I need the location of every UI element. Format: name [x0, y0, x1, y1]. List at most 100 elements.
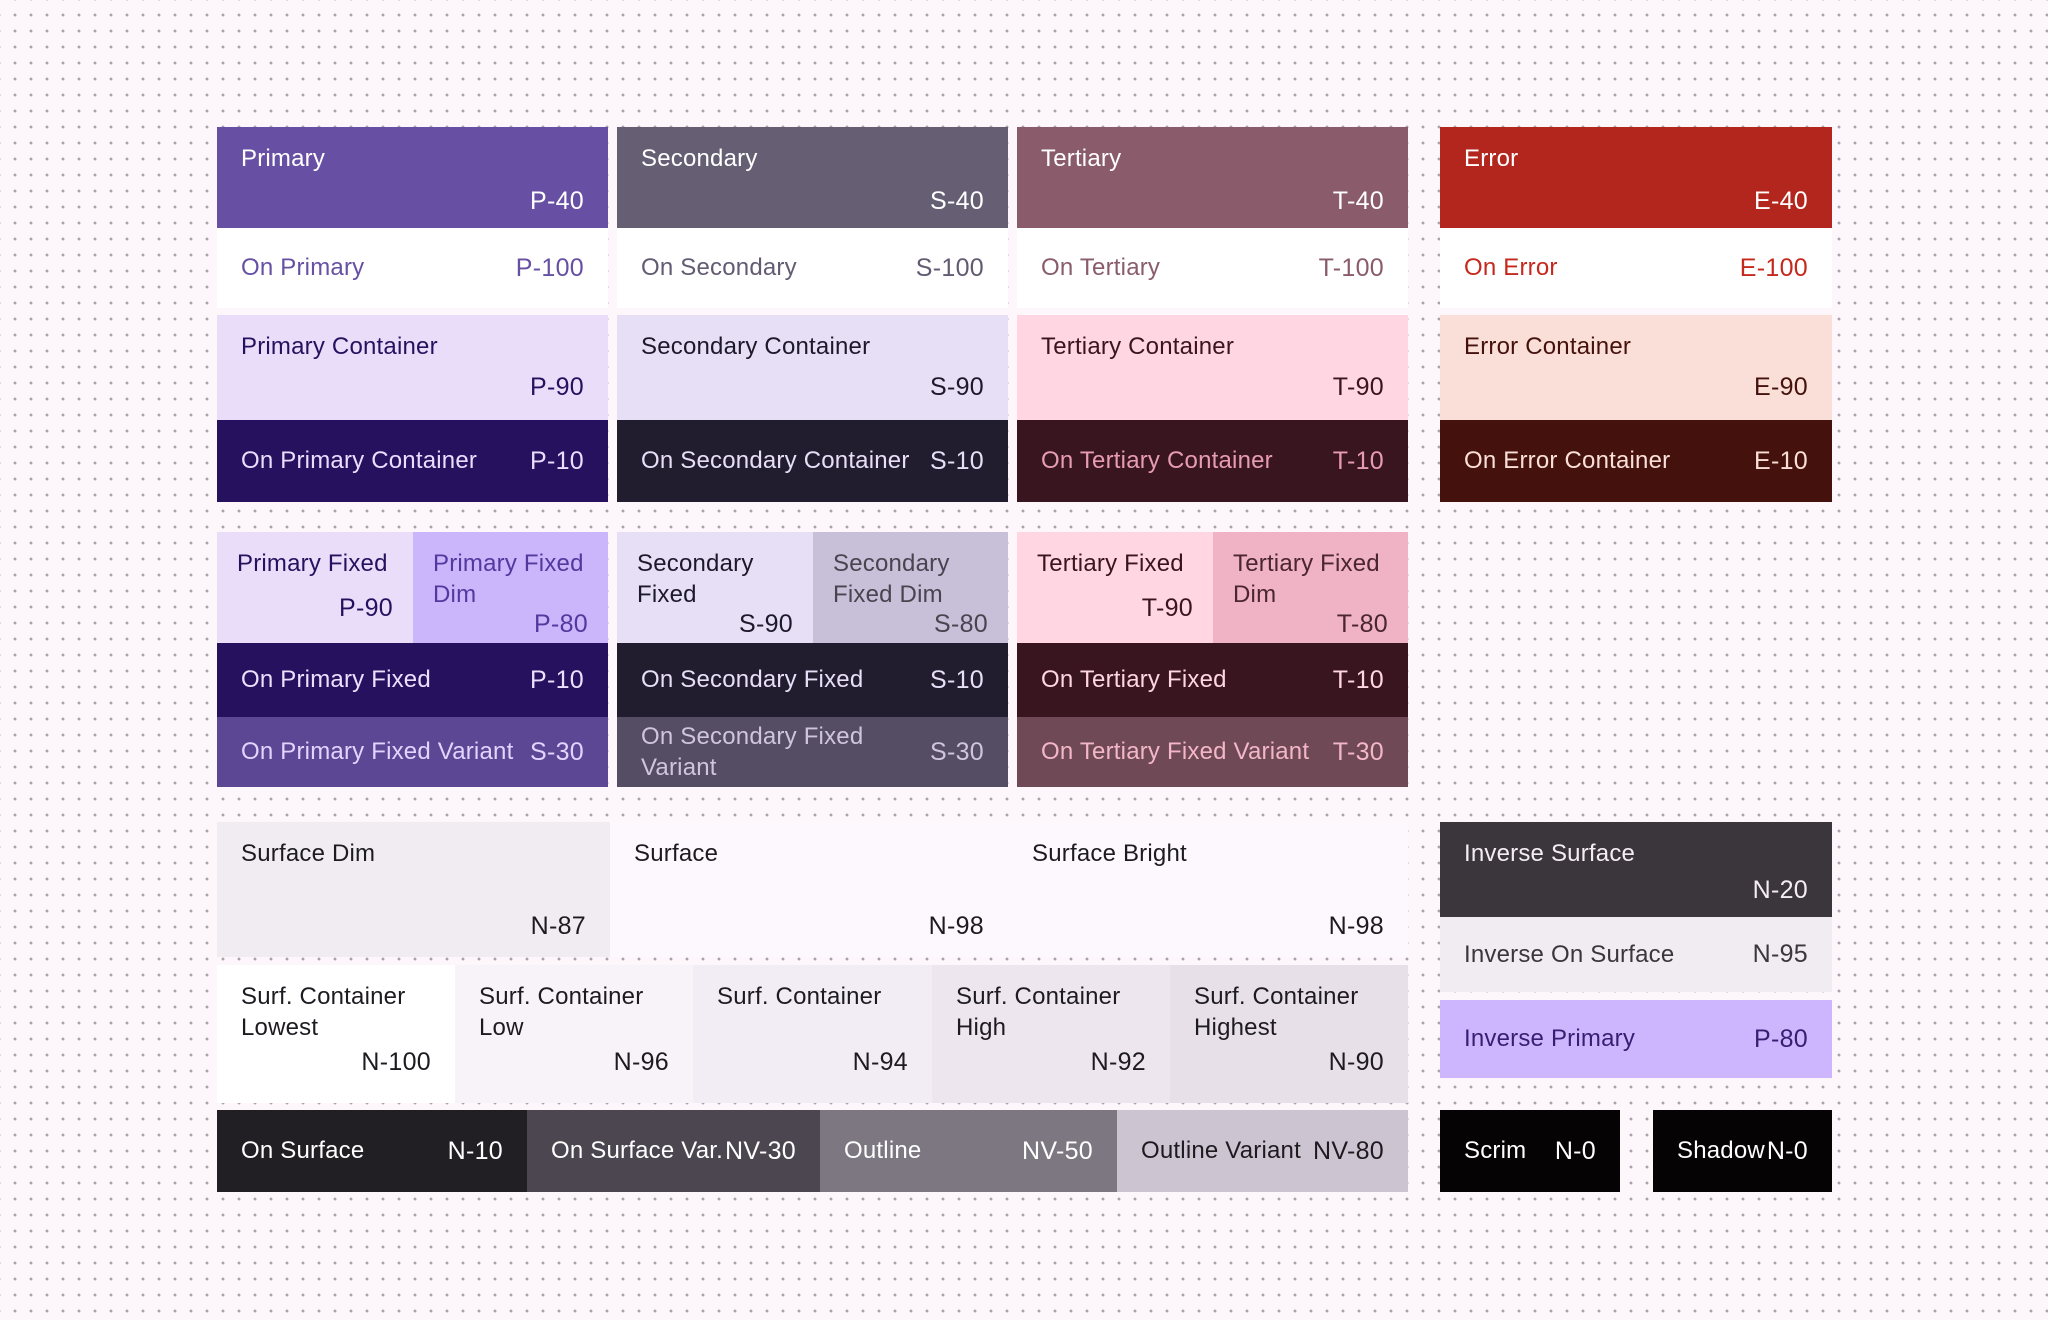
token-label: S-30 — [929, 737, 984, 766]
swatch-label: Tertiary Container — [1041, 333, 1235, 360]
swatch-label: On Error — [1464, 254, 1558, 282]
swatch-secondary-fixed[interactable]: Secondary Fixed S-90 — [617, 532, 813, 643]
swatch-label: Secondary Container — [641, 333, 871, 360]
swatch-scrim[interactable]: Scrim N-0 — [1440, 1110, 1620, 1192]
swatch-surface[interactable]: Surface N-98 — [610, 822, 1008, 957]
token-label: S-40 — [929, 187, 984, 215]
swatch-on-primary[interactable]: On Primary P-100 — [217, 228, 608, 308]
swatch-on-primary-fixed[interactable]: On Primary Fixed P-10 — [217, 643, 608, 717]
swatch-label: On Primary Container — [241, 447, 478, 475]
swatch-label: Inverse Primary — [1464, 1025, 1636, 1053]
swatch-on-error[interactable]: On Error E-100 — [1440, 228, 1832, 308]
token-label: N-10 — [447, 1136, 503, 1165]
token-label: T-10 — [1332, 665, 1384, 694]
swatch-on-primary-container[interactable]: On Primary Container P-10 — [217, 420, 608, 502]
swatch-on-primary-fixed-variant[interactable]: On Primary Fixed Variant S-30 — [217, 717, 608, 787]
swatch-error-container[interactable]: Error Container E-90 — [1440, 315, 1832, 420]
token-label: P-40 — [529, 187, 584, 215]
swatch-secondary[interactable]: Secondary S-40 — [617, 127, 1008, 228]
token-label: N-87 — [530, 912, 586, 940]
swatch-label: On Tertiary Fixed Variant — [1041, 738, 1310, 766]
swatch-label: Shadow — [1677, 1137, 1765, 1165]
swatch-surface-dim[interactable]: Surface Dim N-87 — [217, 822, 610, 957]
swatch-label: Inverse Surface — [1464, 840, 1636, 867]
swatch-inverse-surface[interactable]: Inverse Surface N-20 — [1440, 822, 1832, 917]
swatch-shadow[interactable]: Shadow N-0 — [1653, 1110, 1832, 1192]
swatch-primary[interactable]: Primary P-40 — [217, 127, 608, 228]
swatch-label: On Error Container — [1464, 447, 1671, 475]
swatch-label: Tertiary Fixed Dim — [1233, 550, 1380, 609]
swatch-surface-bright[interactable]: Surface Bright N-98 — [1008, 822, 1408, 957]
swatch-on-tertiary[interactable]: On Tertiary T-100 — [1017, 228, 1408, 308]
swatch-on-surface-variant[interactable]: On Surface Var. NV-30 — [527, 1110, 820, 1192]
token-label: N-20 — [1752, 876, 1808, 904]
swatch-label: On Primary Fixed — [241, 666, 431, 694]
token-label: NV-30 — [725, 1136, 796, 1165]
token-label: T-40 — [1332, 187, 1384, 215]
swatch-error[interactable]: Error E-40 — [1440, 127, 1832, 228]
swatch-primary-fixed[interactable]: Primary Fixed P-90 — [217, 532, 413, 643]
token-label: NV-80 — [1313, 1136, 1384, 1165]
swatch-on-secondary-container[interactable]: On Secondary Container S-10 — [617, 420, 1008, 502]
token-label: P-90 — [338, 594, 393, 622]
swatch-outline[interactable]: Outline NV-50 — [820, 1110, 1117, 1192]
swatch-label: On Primary Fixed Variant — [241, 738, 514, 766]
swatch-secondary-container[interactable]: Secondary Container S-90 — [617, 315, 1008, 420]
swatch-inverse-on-surface[interactable]: Inverse On Surface N-95 — [1440, 917, 1832, 992]
token-label: T-90 — [1141, 594, 1193, 622]
swatch-surface-container-highest[interactable]: Surf. Container Highest N-90 — [1170, 965, 1408, 1103]
token-label: N-95 — [1752, 940, 1808, 968]
swatch-tertiary-container[interactable]: Tertiary Container T-90 — [1017, 315, 1408, 420]
swatch-primary-container[interactable]: Primary Container P-90 — [217, 315, 608, 420]
swatch-surface-container[interactable]: Surf. Container N-94 — [693, 965, 932, 1103]
token-label: T-30 — [1332, 737, 1384, 766]
swatch-surface-container-low[interactable]: Surf. Container Low N-96 — [455, 965, 693, 1103]
token-label: S-10 — [929, 665, 984, 694]
token-label: N-100 — [361, 1048, 431, 1076]
token-label: NV-50 — [1022, 1136, 1093, 1165]
swatch-on-secondary-fixed-variant[interactable]: On Secondary Fixed Variant S-30 — [617, 717, 1008, 787]
swatch-on-error-container[interactable]: On Error Container E-10 — [1440, 420, 1832, 502]
token-label: T-10 — [1332, 446, 1384, 475]
swatch-on-tertiary-container[interactable]: On Tertiary Container T-10 — [1017, 420, 1408, 502]
swatch-label: Surf. Container — [717, 983, 882, 1010]
swatch-label: Error Container — [1464, 333, 1632, 360]
swatch-label: Primary Fixed Dim — [433, 550, 584, 609]
swatch-tertiary-fixed[interactable]: Tertiary Fixed T-90 — [1017, 532, 1213, 643]
swatch-on-secondary[interactable]: On Secondary S-100 — [617, 228, 1008, 308]
swatch-on-tertiary-fixed[interactable]: On Tertiary Fixed T-10 — [1017, 643, 1408, 717]
token-label: N-94 — [852, 1048, 908, 1076]
token-label: T-100 — [1318, 253, 1384, 282]
swatch-label: Tertiary Fixed — [1037, 550, 1184, 577]
swatch-surface-container-lowest[interactable]: Surf. Container Lowest N-100 — [217, 965, 455, 1103]
token-label: S-90 — [929, 373, 984, 401]
swatch-label: On Tertiary Fixed — [1041, 666, 1227, 694]
swatch-on-secondary-fixed[interactable]: On Secondary Fixed S-10 — [617, 643, 1008, 717]
token-label: E-100 — [1739, 253, 1808, 282]
swatch-inverse-primary[interactable]: Inverse Primary P-80 — [1440, 1000, 1832, 1078]
swatch-secondary-fixed-dim[interactable]: Secondary Fixed Dim S-80 — [813, 532, 1008, 643]
token-label: N-90 — [1328, 1048, 1384, 1076]
swatch-on-surface[interactable]: On Surface N-10 — [217, 1110, 527, 1192]
swatch-label: Surf. Container Highest — [1194, 983, 1359, 1042]
token-label: N-98 — [1328, 912, 1384, 940]
swatch-surface-container-high[interactable]: Surf. Container High N-92 — [932, 965, 1170, 1103]
swatch-label: Secondary — [641, 145, 758, 172]
swatch-tertiary[interactable]: Tertiary T-40 — [1017, 127, 1408, 228]
swatch-on-tertiary-fixed-variant[interactable]: On Tertiary Fixed Variant T-30 — [1017, 717, 1408, 787]
swatch-tertiary-fixed-dim[interactable]: Tertiary Fixed Dim T-80 — [1213, 532, 1408, 643]
token-label: S-90 — [738, 610, 793, 639]
swatch-label: Surf. Container Lowest — [241, 983, 406, 1042]
swatch-label: Inverse On Surface — [1464, 940, 1675, 968]
token-label: E-10 — [1753, 446, 1808, 475]
swatch-label: On Surface Var. — [551, 1137, 723, 1165]
swatch-label: Secondary Fixed — [637, 550, 754, 609]
swatch-label: Surface Bright — [1032, 840, 1187, 867]
swatch-primary-fixed-dim[interactable]: Primary Fixed Dim P-80 — [413, 532, 608, 643]
swatch-outline-variant[interactable]: Outline Variant NV-80 — [1117, 1110, 1408, 1192]
token-label: P-80 — [533, 610, 588, 639]
token-label: T-80 — [1336, 610, 1388, 639]
swatch-label: On Secondary — [641, 254, 797, 282]
swatch-label: Surf. Container High — [956, 983, 1121, 1042]
